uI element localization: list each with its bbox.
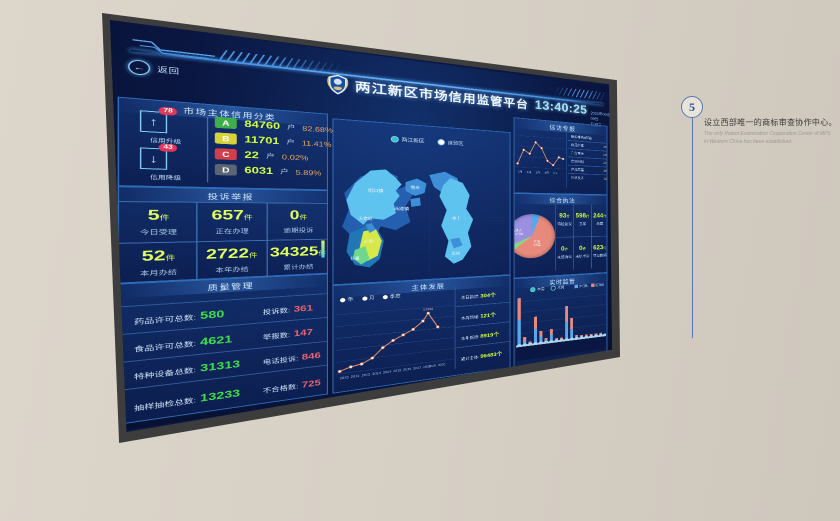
svg-text:2012: 2012 (362, 373, 371, 378)
svg-text:2020: 2020 (438, 363, 446, 368)
svg-text:人和: 人和 (363, 238, 373, 244)
svg-text:4月: 4月 (545, 171, 550, 174)
svg-text:街口镇: 街口镇 (368, 187, 384, 193)
svg-text:天宫殿: 天宫殿 (358, 216, 372, 221)
svg-text:2010: 2010 (340, 376, 349, 381)
svg-text:2016: 2016 (403, 367, 411, 372)
svg-text:礼嘉: 礼嘉 (350, 256, 360, 261)
svg-text:2019: 2019 (428, 364, 436, 369)
svg-text:悦来: 悦来 (410, 184, 420, 190)
svg-text:龙兴: 龙兴 (451, 250, 460, 256)
svg-text:2014: 2014 (383, 370, 392, 375)
svg-text:2017: 2017 (413, 366, 421, 371)
svg-text:2011: 2011 (351, 374, 360, 379)
svg-text:57034: 57034 (423, 307, 433, 311)
svg-text:水土: 水土 (452, 215, 461, 220)
svg-text:3月: 3月 (536, 171, 541, 174)
svg-text:5-6: 5-6 (553, 172, 557, 175)
svg-text:两路镇: 两路镇 (394, 206, 409, 212)
svg-text:2015: 2015 (393, 369, 401, 374)
svg-text:1月: 1月 (518, 170, 523, 174)
svg-text:2013: 2013 (372, 371, 381, 376)
svg-text:2月: 2月 (527, 171, 532, 174)
